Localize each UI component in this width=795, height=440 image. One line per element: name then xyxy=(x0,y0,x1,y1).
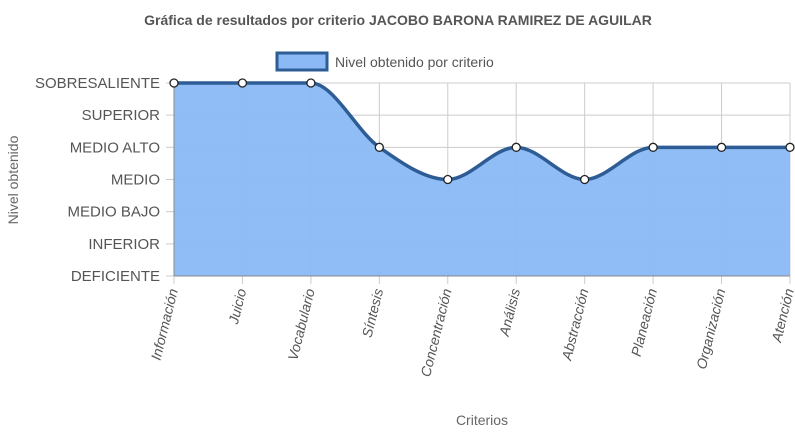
data-point-3[interactable] xyxy=(306,78,316,88)
y-tick-label: MEDIO BAJO xyxy=(67,204,160,221)
data-point-4[interactable] xyxy=(374,142,384,152)
y-axis-title: Nivel obtenido xyxy=(5,135,21,224)
data-point-10[interactable] xyxy=(785,142,795,152)
x-tick-label: Vocabulario xyxy=(285,287,318,362)
y-tick-label: DEFICIENTE xyxy=(71,268,160,285)
x-tick-label: Atención xyxy=(768,287,795,345)
series-line xyxy=(174,81,790,182)
data-point-9[interactable] xyxy=(716,142,727,152)
data-point-2[interactable] xyxy=(237,78,248,88)
y-axis-tick-labels: DEFICIENTE INFERIOR MEDIO BAJO MEDIO MEDIO A… xyxy=(35,75,160,285)
x-tick-label: Concentración xyxy=(417,287,454,379)
y-tick-label: SOBRESALIENTE xyxy=(35,75,160,92)
axes xyxy=(173,83,790,277)
x-tick-label: Planeación xyxy=(628,287,660,358)
x-tick-label: Análisis xyxy=(496,287,523,339)
x-tick-label: Información xyxy=(148,287,181,362)
data-points xyxy=(169,78,795,185)
chart-title: Gráfica de resultados por criterio JACOB… xyxy=(144,12,652,28)
y-tick-label: SUPERIOR xyxy=(82,107,161,124)
x-tick-label: Organización xyxy=(693,287,729,371)
x-axis-title: Criterios xyxy=(456,412,508,428)
y-tick-label: MEDIO ALTO xyxy=(70,139,160,156)
data-point-6[interactable] xyxy=(511,142,521,152)
x-axis-tick-labels: Información Juicio Vocabulario Síntesis Conc… xyxy=(148,287,795,379)
x-tick-label: Síntesis xyxy=(359,287,387,339)
x-tick-label: Abstracción xyxy=(558,287,592,363)
data-point-1[interactable] xyxy=(169,78,179,88)
legend-label: Nivel obtenido por criterio xyxy=(335,54,494,70)
data-point-8[interactable] xyxy=(648,142,658,152)
area-fill xyxy=(174,83,790,276)
legend-swatch xyxy=(275,51,329,72)
legend[interactable]: Nivel obtenido por criterio xyxy=(275,51,494,72)
x-tick-label: Juicio xyxy=(225,287,249,327)
data-point-7[interactable] xyxy=(580,174,590,185)
y-tick-label: INFERIOR xyxy=(88,236,160,253)
data-point-5[interactable] xyxy=(443,174,453,185)
data-area xyxy=(174,81,790,276)
y-tick-label: MEDIO xyxy=(111,172,160,189)
